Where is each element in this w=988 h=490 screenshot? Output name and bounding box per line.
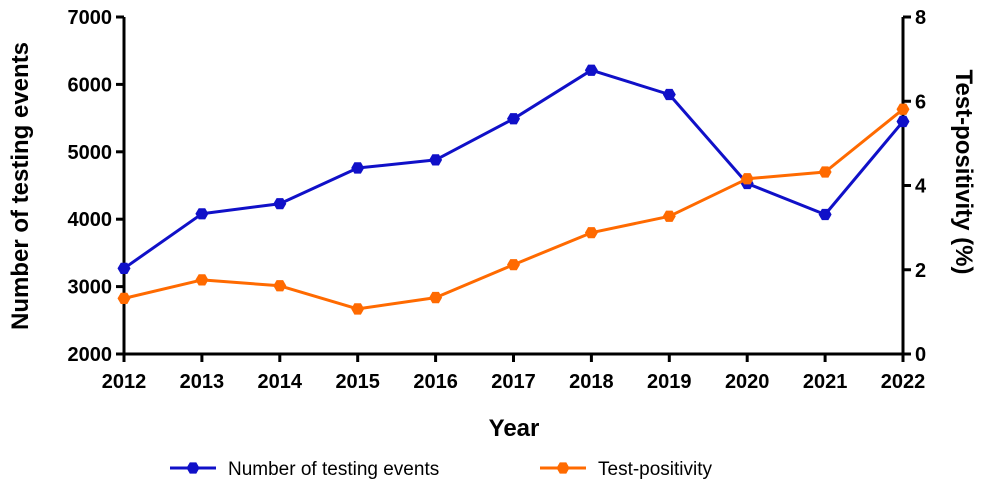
legend-item-testing-events: Number of testing events <box>170 459 439 480</box>
data-point <box>273 198 287 210</box>
data-point <box>896 115 910 128</box>
y-left-tick-label: 5000 <box>68 142 113 164</box>
series-line <box>123 68 905 270</box>
data-point <box>740 173 754 185</box>
y-right-tick-label: 6 <box>915 91 926 113</box>
data-point <box>507 113 520 125</box>
x-tick-label: 2019 <box>647 371 692 393</box>
data-point <box>584 64 598 76</box>
data-point <box>195 274 209 286</box>
legend-marker-testing-events <box>186 462 200 474</box>
x-tick-label: 2014 <box>258 371 303 393</box>
series-0 <box>117 64 910 274</box>
data-point <box>429 154 443 166</box>
x-tick-label: 2013 <box>180 371 225 393</box>
data-point <box>818 208 832 221</box>
legend-label-testing-events: Number of testing events <box>228 459 439 480</box>
x-axis-title: Year <box>489 415 540 442</box>
data-point <box>818 166 832 178</box>
data-point <box>351 162 365 174</box>
axes: 2000 3000 4000 5000 6000 7000 0 2 4 6 8 2012 2013 201… <box>68 7 928 393</box>
data-point <box>351 303 365 315</box>
y-left-tick-label: 2000 <box>68 344 113 366</box>
data-point <box>117 262 131 274</box>
y-right-tick-label: 0 <box>915 344 926 366</box>
y-left-tick-label: 3000 <box>68 277 113 299</box>
data-point <box>662 88 676 101</box>
y-right-tick-label: 4 <box>915 176 927 198</box>
data-point <box>273 280 287 292</box>
data-point <box>896 103 910 115</box>
x-tick-label: 2016 <box>413 371 458 393</box>
data-point <box>429 291 443 304</box>
series-1 <box>117 103 910 315</box>
y-axis-left-title: Number of testing events <box>7 42 34 330</box>
legend-marker-test-positivity <box>556 462 570 474</box>
legend-label-test-positivity: Test-positivity <box>598 459 713 480</box>
y-left-tick-label: 6000 <box>68 74 113 96</box>
legend: Number of testing events Test-positivity <box>170 459 713 480</box>
data-point <box>195 208 209 220</box>
x-tick-label: 2020 <box>725 371 770 393</box>
data-point <box>117 292 131 304</box>
y-right-tick-label: 8 <box>915 7 926 29</box>
x-tick-label: 2012 <box>102 371 147 393</box>
y-right-tick-label: 2 <box>915 260 926 282</box>
series-layer <box>117 64 910 315</box>
y-left-tick-label: 4000 <box>68 209 113 231</box>
data-point <box>584 227 598 239</box>
y-left-tick-label: 7000 <box>68 7 113 29</box>
data-point <box>507 259 520 271</box>
x-tick-label: 2018 <box>569 371 614 393</box>
x-tick-label: 2015 <box>335 371 380 393</box>
x-tick-label: 2022 <box>881 371 926 393</box>
x-tick-label: 2017 <box>491 371 536 393</box>
x-tick-label: 2021 <box>803 371 848 393</box>
y-axis-right-title: Test-positivity (%) <box>950 70 977 275</box>
legend-item-test-positivity: Test-positivity <box>540 459 713 480</box>
data-point <box>662 210 676 222</box>
